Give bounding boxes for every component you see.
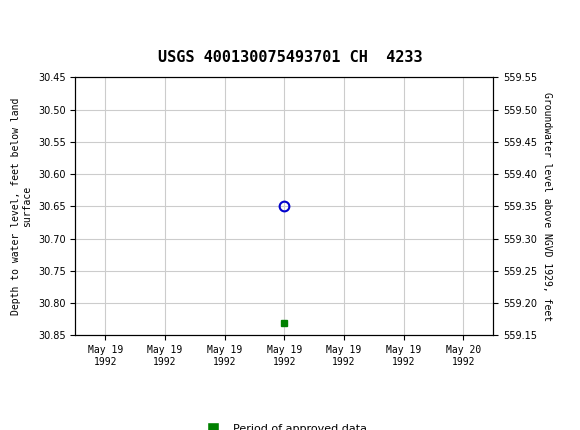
Text: ≡USGS: ≡USGS bbox=[9, 16, 67, 35]
Y-axis label: Groundwater level above NGVD 1929, feet: Groundwater level above NGVD 1929, feet bbox=[542, 92, 552, 321]
Y-axis label: Depth to water level, feet below land
surface: Depth to water level, feet below land su… bbox=[11, 98, 32, 315]
Legend: Period of approved data: Period of approved data bbox=[197, 419, 371, 430]
Text: USGS 400130075493701 CH  4233: USGS 400130075493701 CH 4233 bbox=[158, 49, 422, 64]
